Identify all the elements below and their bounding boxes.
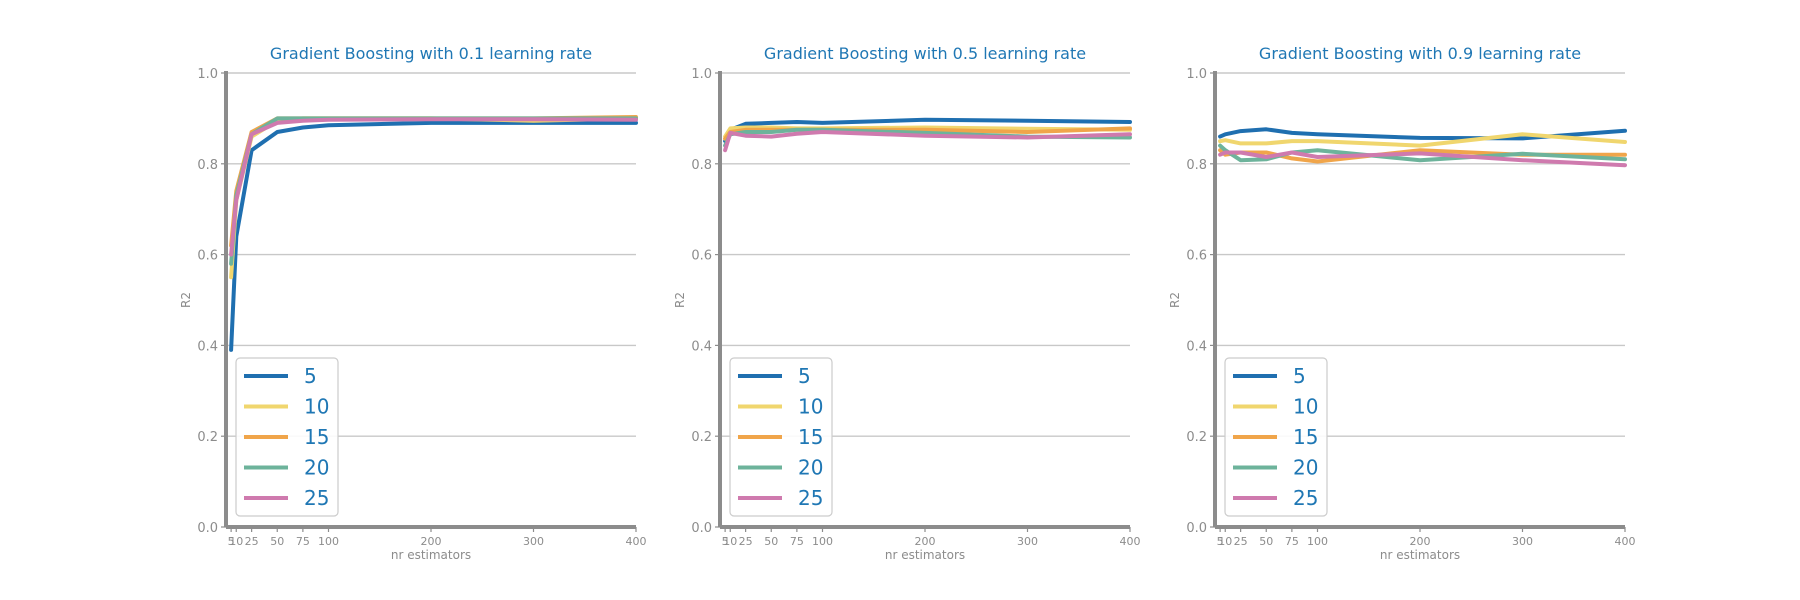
x-tick-label: 400 — [626, 535, 647, 548]
series-line-25 — [1218, 150, 1627, 168]
legend-label-10: 10 — [1293, 395, 1318, 419]
series-line-10 — [229, 116, 638, 280]
x-axis-label: nr estimators — [1380, 548, 1460, 562]
legend: 5 10 15 20 25 — [235, 357, 339, 517]
x-tick-label: 200 — [915, 535, 936, 548]
legend-label-25: 25 — [1293, 486, 1318, 510]
y-tick-label: 0.6 — [1186, 249, 1207, 264]
y-tick-label: 0.4 — [691, 339, 712, 354]
x-tick-label: 75 — [296, 535, 310, 548]
x-tick-label: 25 — [245, 535, 259, 548]
x-axis-label: nr estimators — [885, 548, 965, 562]
x-tick-label: 50 — [270, 535, 284, 548]
x-tick-label: 200 — [1410, 535, 1431, 548]
x-tick-label: 50 — [1259, 535, 1273, 548]
y-tick-label: 0.0 — [197, 521, 218, 536]
x-tick-label: 5 — [722, 535, 729, 548]
x-tick-label: 75 — [1285, 535, 1299, 548]
x-tick-label: 400 — [1120, 535, 1141, 548]
legend-label-15: 15 — [1293, 425, 1318, 449]
y-axis-label: R2 — [1168, 292, 1182, 308]
x-tick-label: 5 — [228, 535, 235, 548]
y-tick-label: 0.0 — [691, 521, 712, 536]
y-tick-label: 1.0 — [1186, 67, 1207, 82]
x-tick-label: 10 — [229, 535, 243, 548]
x-tick-label: 100 — [1307, 535, 1328, 548]
y-tick-label: 0.0 — [1186, 521, 1207, 536]
y-tick-label: 1.0 — [691, 67, 712, 82]
legend-label-15: 15 — [798, 425, 823, 449]
y-tick-label: 0.2 — [197, 430, 218, 445]
x-tick-label: 5 — [1217, 535, 1224, 548]
legend-label-20: 20 — [798, 456, 823, 480]
x-tick-label: 100 — [812, 535, 833, 548]
legend-label-5: 5 — [304, 364, 317, 388]
series-line-10 — [1218, 132, 1627, 148]
legend-label-15: 15 — [304, 425, 329, 449]
x-tick-label: 25 — [1234, 535, 1248, 548]
x-axis-label: nr estimators — [391, 548, 471, 562]
y-tick-label: 0.6 — [691, 249, 712, 264]
legend-label-5: 5 — [798, 364, 811, 388]
legend-label-10: 10 — [304, 395, 329, 419]
legend-label-10: 10 — [798, 395, 823, 419]
x-tick-label: 300 — [1512, 535, 1533, 548]
y-tick-label: 0.6 — [197, 249, 218, 264]
legend: 5 10 15 20 25 — [1224, 357, 1328, 517]
x-tick-label: 100 — [318, 535, 339, 548]
series-line-5 — [229, 120, 638, 352]
x-tick-label: 300 — [523, 535, 544, 548]
legend-label-25: 25 — [304, 486, 329, 510]
y-tick-label: 0.4 — [1186, 339, 1207, 354]
legend-label-25: 25 — [798, 486, 823, 510]
y-tick-label: 0.8 — [1186, 158, 1207, 173]
legend-label-20: 20 — [304, 456, 329, 480]
chart-panel-2: Gradient Boosting with 0.5 learning rate… — [673, 44, 1141, 562]
series-line-25 — [229, 117, 638, 257]
x-tick-label: 300 — [1017, 535, 1038, 548]
chart-panel-3: Gradient Boosting with 0.9 learning rate… — [1168, 44, 1636, 562]
x-tick-label: 10 — [1218, 535, 1232, 548]
y-tick-label: 0.2 — [691, 430, 712, 445]
legend-label-5: 5 — [1293, 364, 1306, 388]
y-tick-label: 0.8 — [197, 158, 218, 173]
x-tick-label: 50 — [764, 535, 778, 548]
y-axis-label: R2 — [673, 292, 687, 308]
x-tick-label: 200 — [421, 535, 442, 548]
chart-panel-1: Gradient Boosting with 0.1 learning rate… — [179, 44, 647, 562]
series-line-15 — [229, 115, 638, 248]
x-tick-label: 25 — [739, 535, 753, 548]
y-tick-label: 1.0 — [197, 67, 218, 82]
chart-title: Gradient Boosting with 0.5 learning rate — [764, 44, 1086, 63]
x-tick-label: 400 — [1615, 535, 1636, 548]
legend-label-20: 20 — [1293, 456, 1318, 480]
chart-title: Gradient Boosting with 0.1 learning rate — [270, 44, 592, 63]
y-tick-label: 0.8 — [691, 158, 712, 173]
x-tick-label: 75 — [790, 535, 804, 548]
series-line-25 — [723, 130, 1132, 153]
y-tick-label: 0.2 — [1186, 430, 1207, 445]
y-tick-label: 0.4 — [197, 339, 218, 354]
chart-title: Gradient Boosting with 0.9 learning rate — [1259, 44, 1581, 63]
y-axis-label: R2 — [179, 292, 193, 308]
legend: 5 10 15 20 25 — [729, 357, 833, 517]
x-tick-label: 10 — [723, 535, 737, 548]
series-line-20 — [229, 116, 638, 266]
